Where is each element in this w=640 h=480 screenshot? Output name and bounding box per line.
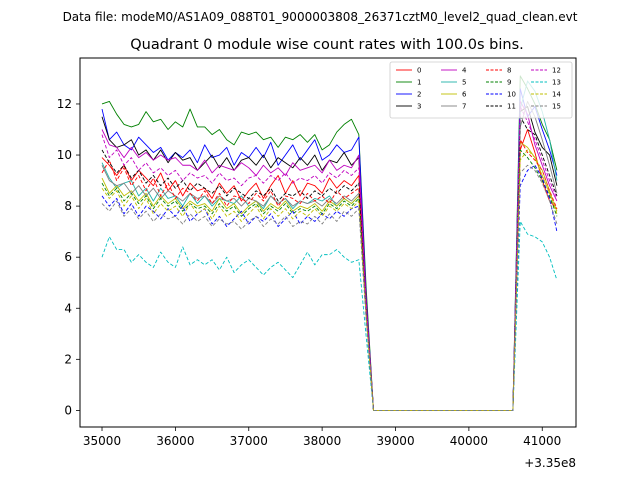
series-line-12 — [101, 106, 558, 411]
series-line-13 — [101, 220, 558, 411]
y-axis: 0 2 4 6 8 10 12 — [57, 97, 80, 417]
x-tick-label: 41000 — [523, 434, 561, 448]
legend-label-6: 6 — [462, 91, 467, 99]
legend-label-4: 4 — [462, 67, 467, 75]
x-tick-label: 37000 — [230, 434, 268, 448]
plot-lines — [101, 75, 558, 411]
x-tick-label: 40000 — [450, 434, 488, 448]
legend-label-10: 10 — [507, 91, 516, 99]
legend-label-12: 12 — [552, 67, 561, 75]
legend-label-5: 5 — [462, 79, 466, 87]
series-line-15 — [101, 164, 558, 411]
legend-label-3: 3 — [417, 103, 421, 111]
figure-suptitle: Data file: modeM0/AS1A09_088T01_90000038… — [63, 10, 578, 24]
legend-label-0: 0 — [417, 67, 421, 75]
y-tick-label: 2 — [64, 352, 72, 366]
y-tick-label: 8 — [64, 199, 72, 213]
x-tick-label: 39000 — [376, 434, 414, 448]
x-tick-label: 35000 — [83, 434, 121, 448]
legend-label-15: 15 — [552, 103, 561, 111]
legend-label-8: 8 — [507, 67, 511, 75]
y-tick-label: 12 — [57, 97, 72, 111]
legend-label-13: 13 — [552, 79, 561, 87]
legend-frame — [389, 61, 573, 119]
chart-title: Quadrant 0 module wise count rates with … — [130, 37, 524, 53]
y-tick-label: 6 — [64, 250, 72, 264]
legend-label-14: 14 — [552, 91, 561, 99]
legend-label-1: 1 — [417, 79, 421, 87]
x-axis: 35000 36000 37000 38000 39000 40000 41000 — [83, 427, 561, 448]
x-tick-label: 36000 — [156, 434, 194, 448]
x-offset-label: +3.35e8 — [524, 456, 576, 470]
legend-label-11: 11 — [507, 103, 516, 111]
y-tick-label: 10 — [57, 148, 72, 162]
legend-label-7: 7 — [462, 103, 466, 111]
plot-frame — [79, 57, 577, 428]
y-tick-label: 0 — [64, 403, 72, 417]
legend-label-9: 9 — [507, 79, 511, 87]
x-tick-label: 38000 — [303, 434, 341, 448]
y-tick-label: 4 — [64, 301, 72, 315]
legend-label-2: 2 — [417, 91, 421, 99]
